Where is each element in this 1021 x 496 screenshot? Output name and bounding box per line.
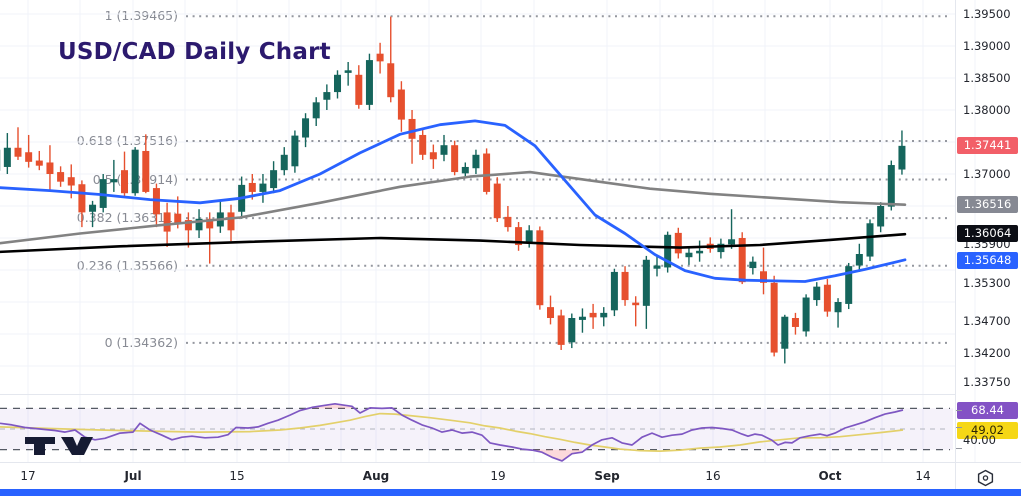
fib-label: 0.618 (1.37516)	[76, 132, 178, 148]
candle-body	[674, 232, 682, 254]
candle-body	[35, 160, 43, 166]
candle-body	[227, 212, 235, 231]
candle-body	[653, 265, 661, 269]
candle-body	[78, 184, 86, 213]
candle-body	[578, 316, 586, 320]
candle-body	[429, 152, 437, 160]
candle-body	[259, 183, 267, 192]
sma-100-gray	[0, 170, 907, 245]
candle-body	[334, 74, 341, 93]
candle-body	[3, 147, 11, 167]
candle-body	[408, 118, 416, 139]
fib-label: 0.382 (1.36311)	[76, 210, 178, 226]
candle-body	[291, 135, 299, 167]
candle-body	[770, 282, 778, 353]
candle-body	[387, 63, 395, 98]
candle-body	[397, 89, 405, 120]
candle-body	[642, 259, 650, 306]
candle-body	[110, 179, 118, 183]
candle-body	[57, 172, 65, 182]
candle-body	[621, 271, 629, 301]
candle-body	[898, 145, 906, 170]
candle-body	[855, 254, 863, 266]
rsi-extreme-fill	[532, 449, 582, 461]
candle-body	[887, 165, 895, 207]
candle-body	[813, 286, 821, 301]
candle-body	[174, 213, 182, 224]
candle-body	[142, 150, 150, 192]
candle-body	[451, 145, 459, 173]
candle-body	[206, 218, 214, 229]
candle-body	[302, 118, 310, 138]
candle-body	[355, 74, 363, 105]
candle-body	[184, 220, 192, 231]
rsi-ma-line	[0, 412, 904, 452]
candle-body	[493, 183, 501, 219]
candle-body	[557, 315, 565, 345]
candle-body	[440, 145, 448, 155]
ema-20-blue	[0, 119, 907, 283]
candle-body	[728, 239, 736, 245]
candle-body	[25, 152, 33, 162]
fib-label: 0 (1.34362)	[104, 334, 178, 350]
candle-body	[323, 92, 331, 100]
candle-body	[791, 318, 799, 327]
candle-body	[344, 70, 352, 73]
pane-settings-icon[interactable]	[976, 469, 995, 487]
candle-body	[121, 170, 128, 194]
candle-body	[738, 238, 746, 283]
candle-body	[14, 147, 22, 157]
candle-body	[589, 312, 597, 318]
candle-body	[802, 297, 810, 332]
candle-body	[419, 134, 427, 155]
candle-body	[600, 312, 608, 318]
candle-body	[685, 252, 693, 258]
fib-label: 0.236 (1.35566)	[76, 257, 178, 273]
sma-200-black	[0, 232, 907, 254]
candle-body	[664, 234, 672, 268]
candle-body	[312, 102, 320, 119]
fib-label: 1 (1.39465)	[104, 8, 178, 24]
candle-body	[163, 212, 171, 232]
candle-body	[376, 53, 384, 62]
candle-body	[525, 230, 533, 244]
candle-body	[696, 250, 704, 254]
candle-body	[717, 243, 725, 253]
candle-body	[823, 284, 831, 312]
candle-body	[877, 206, 885, 227]
candle-body	[67, 177, 75, 186]
candle-body	[845, 266, 853, 304]
candle-body	[280, 154, 288, 171]
candle-body	[536, 230, 544, 306]
tradingview-logo-icon[interactable]	[24, 436, 104, 456]
candle-body	[504, 216, 512, 228]
candle-body	[547, 307, 554, 318]
candle-body	[472, 154, 480, 169]
candle-body	[461, 166, 469, 174]
candle-body	[131, 149, 139, 194]
rsi-line	[0, 402, 904, 462]
candle-body	[866, 223, 874, 257]
candle-body	[89, 204, 97, 212]
candle-body	[195, 218, 203, 231]
candle-body	[749, 261, 757, 269]
candle-body	[610, 271, 618, 311]
candle-body	[760, 271, 767, 283]
candle-body	[781, 316, 789, 349]
candle-body	[483, 153, 491, 192]
candle-body	[46, 162, 54, 174]
candle-body	[515, 227, 523, 246]
candle-body	[568, 318, 576, 343]
candle-body	[365, 60, 373, 105]
candle-body	[248, 182, 256, 192]
candle-body	[632, 302, 640, 306]
candle-body	[834, 302, 842, 313]
candle-body	[270, 170, 278, 189]
